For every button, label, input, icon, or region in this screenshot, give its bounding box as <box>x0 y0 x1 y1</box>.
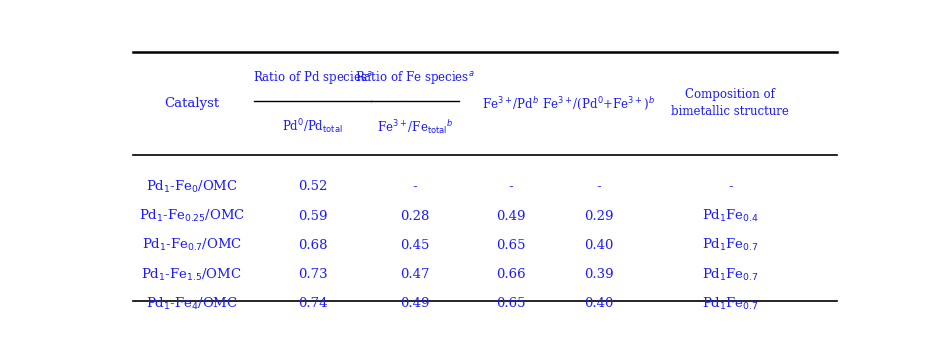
Text: Pd$_1$Fe$_{0.7}$: Pd$_1$Fe$_{0.7}$ <box>702 296 759 312</box>
Text: -: - <box>412 180 417 193</box>
Text: Pd$_1$-Fe$_{1.5}$/OMC: Pd$_1$-Fe$_{1.5}$/OMC <box>141 266 242 283</box>
Text: 0.49: 0.49 <box>496 210 525 222</box>
Text: Catalyst: Catalyst <box>164 97 219 110</box>
Text: 0.66: 0.66 <box>496 268 525 281</box>
Text: 0.52: 0.52 <box>298 180 327 193</box>
Text: 0.65: 0.65 <box>496 298 525 310</box>
Text: 0.45: 0.45 <box>400 239 429 252</box>
Text: 0.39: 0.39 <box>584 268 613 281</box>
Text: Composition of
bimetallic structure: Composition of bimetallic structure <box>672 89 789 118</box>
Text: 0.65: 0.65 <box>496 239 525 252</box>
Text: 0.59: 0.59 <box>298 210 327 222</box>
Text: Fe$^{3+}$/(Pd$^0$+Fe$^{3+}$)$^b$: Fe$^{3+}$/(Pd$^0$+Fe$^{3+}$)$^b$ <box>542 95 655 112</box>
Text: Ratio of Pd species$^a$: Ratio of Pd species$^a$ <box>253 69 373 86</box>
Text: Pd$_1$-Fe$_{0.25}$/OMC: Pd$_1$-Fe$_{0.25}$/OMC <box>138 208 245 224</box>
Text: 0.40: 0.40 <box>584 298 613 310</box>
Text: Pd$_1$-Fe$_{0.7}$/OMC: Pd$_1$-Fe$_{0.7}$/OMC <box>142 237 241 253</box>
Text: -: - <box>596 180 601 193</box>
Text: Pd$^0$/Pd$_{\rm total}$: Pd$^0$/Pd$_{\rm total}$ <box>282 117 342 136</box>
Text: Pd$_1$Fe$_{0.4}$: Pd$_1$Fe$_{0.4}$ <box>702 208 759 224</box>
Text: -: - <box>508 180 513 193</box>
Text: 0.74: 0.74 <box>298 298 327 310</box>
Text: 0.49: 0.49 <box>400 298 429 310</box>
Text: Pd$_1$Fe$_{0.7}$: Pd$_1$Fe$_{0.7}$ <box>702 237 759 253</box>
Text: 0.28: 0.28 <box>400 210 429 222</box>
Text: Fe$^{3+}$/Pd$^b$: Fe$^{3+}$/Pd$^b$ <box>482 95 539 112</box>
Text: 0.73: 0.73 <box>298 268 327 281</box>
Text: Ratio of Fe species$^a$: Ratio of Fe species$^a$ <box>356 69 475 86</box>
Text: 0.29: 0.29 <box>584 210 613 222</box>
Text: -: - <box>728 180 733 193</box>
Text: Pd$_1$-Fe$_0$/OMC: Pd$_1$-Fe$_0$/OMC <box>146 179 237 195</box>
Text: Fe$^{3+}$/Fe$_{\rm total}$$^b$: Fe$^{3+}$/Fe$_{\rm total}$$^b$ <box>377 118 453 136</box>
Text: 0.40: 0.40 <box>584 239 613 252</box>
Text: 0.47: 0.47 <box>400 268 429 281</box>
Text: 0.68: 0.68 <box>298 239 327 252</box>
Text: Pd$_1$Fe$_{0.7}$: Pd$_1$Fe$_{0.7}$ <box>702 266 759 283</box>
Text: Pd$_1$-Fe$_4$/OMC: Pd$_1$-Fe$_4$/OMC <box>146 296 237 312</box>
